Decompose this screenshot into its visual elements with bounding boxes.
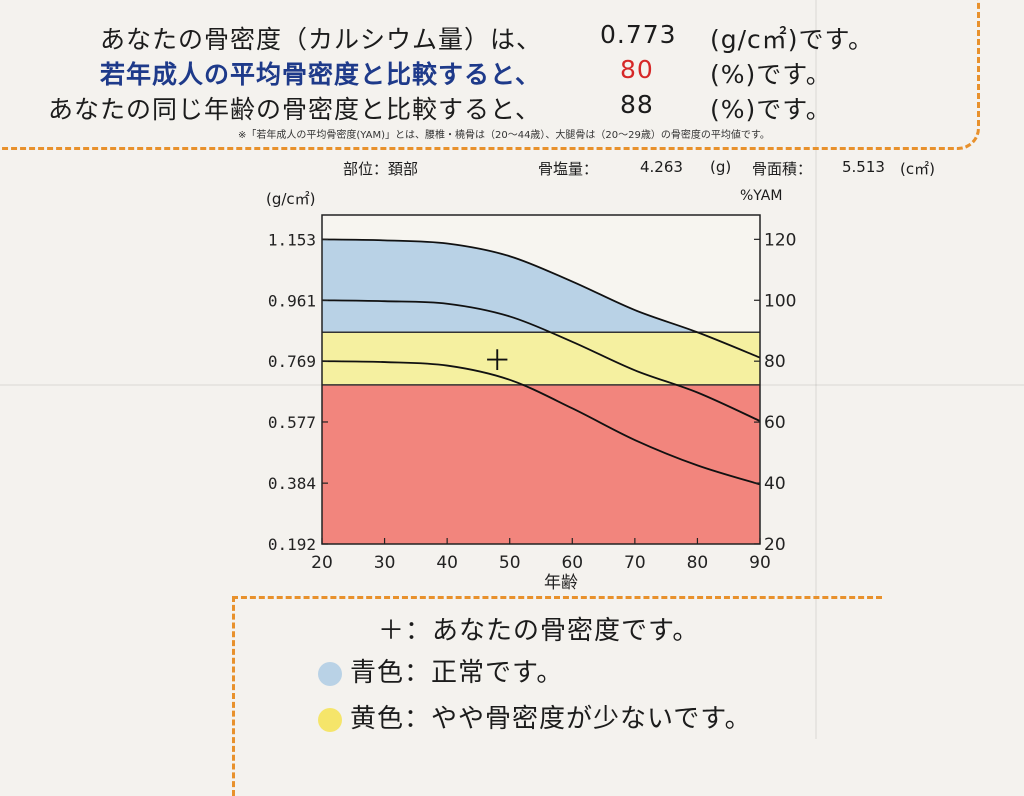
- legend-yellow: 黄色：やや骨密度が少ないです。: [318, 698, 752, 735]
- yam-footnote: ※「若年成人の平均骨密度(YAM)」とは、腰椎・橈骨は（20〜44歳）、大腿骨は…: [238, 130, 770, 141]
- same-age-comparison-line: あなたの同じ年齢の骨密度と比較すると、 88 (%)です。: [48, 90, 831, 126]
- legend-box: [232, 596, 882, 796]
- bone-area-label: 骨面積：: [752, 160, 813, 178]
- bone-mineral-unit: (g): [710, 158, 732, 176]
- blue-text: ：正常です。: [404, 658, 564, 688]
- legend-plus: ＋：あなたの骨密度です。: [378, 616, 700, 646]
- y-tick-label: 0.577: [268, 413, 316, 432]
- same-age-unit: (%)です。: [710, 95, 832, 124]
- bone-area-value: 5.513: [842, 158, 885, 176]
- y-right-tick-label: 40: [764, 474, 786, 494]
- same-age-label: あなたの同じ年齢の骨密度と比較すると、: [48, 95, 542, 124]
- bone-density-line: あなたの骨密度（カルシウム量）は、 0.773 (g/c㎡)です。: [100, 20, 873, 56]
- legend-blue: 青色：正常です。: [318, 652, 563, 689]
- bone-area-unit: (c㎡): [900, 160, 935, 178]
- bone-density-value: 0.773: [600, 20, 677, 49]
- y-right-tick-label: 60: [764, 413, 786, 433]
- paper-fold-vertical: [815, 0, 817, 739]
- y-tick-label: 0.384: [268, 474, 316, 493]
- y-right-tick-label: 120: [764, 230, 796, 250]
- reference-curve-1: [321, 238, 761, 359]
- x-tick-label: 90: [749, 553, 771, 573]
- x-tick-label: 80: [687, 553, 709, 573]
- same-age-value: 88: [620, 90, 654, 119]
- plot-frame: [321, 214, 761, 545]
- yam-comparison-line: 若年成人の平均骨密度と比較すると、 80 (%)です。: [100, 55, 831, 91]
- bone-density-chart: 20 30 40 50 60 70 80 90 年齢 0.192 0.384 0.577 0.769 0.…: [268, 214, 796, 593]
- x-tick-label: 30: [374, 553, 396, 573]
- reference-curve-2: [321, 299, 761, 422]
- y-tick-label: 1.153: [268, 230, 316, 249]
- blue-swatch: [318, 661, 342, 686]
- yellow-label: 黄色: [350, 704, 405, 734]
- result-summary-box: [0, 0, 980, 150]
- your-bone-density-marker: ＋: [483, 344, 511, 377]
- x-tick-label: 50: [499, 553, 521, 573]
- x-tick-label: 40: [436, 553, 458, 573]
- x-tick-label: 20: [311, 553, 333, 573]
- zone-slightly-low: [322, 332, 760, 385]
- x-axis-label: 年齢: [544, 573, 578, 593]
- yellow-swatch: [318, 707, 342, 732]
- bone-mineral-label: 骨塩量：: [538, 160, 599, 178]
- y-axis-left-unit: (g/c㎡): [266, 190, 316, 208]
- y-axis-right-unit: %YAM: [740, 188, 783, 204]
- reference-curve-3: [321, 360, 761, 486]
- bone-density-unit: (g/c㎡)です。: [710, 25, 875, 54]
- yam-unit: (%)です。: [710, 60, 832, 89]
- y-tick-label: 0.769: [268, 352, 316, 371]
- y-tick-label: 0.192: [268, 535, 316, 554]
- blue-label: 青色: [350, 658, 405, 688]
- yellow-text: ：やや骨密度が少ないです。: [404, 704, 752, 734]
- zone-normal: [322, 239, 698, 333]
- y-right-tick-label: 20: [764, 535, 786, 555]
- y-right-tick-label: 80: [764, 352, 786, 372]
- x-tick-label: 70: [624, 553, 646, 573]
- x-tick-label: 60: [561, 553, 583, 573]
- measurement-site: 部位：頚部: [343, 160, 419, 178]
- bone-density-label: あなたの骨密度（カルシウム量）は、: [100, 25, 543, 54]
- bone-mineral-value: 4.263: [640, 158, 683, 176]
- yam-value: 80: [620, 55, 654, 84]
- zone-low: [322, 384, 760, 544]
- y-right-tick-label: 100: [764, 291, 796, 311]
- yam-label: 若年成人の平均骨密度と比較すると、: [100, 60, 542, 89]
- y-tick-label: 0.961: [268, 291, 316, 310]
